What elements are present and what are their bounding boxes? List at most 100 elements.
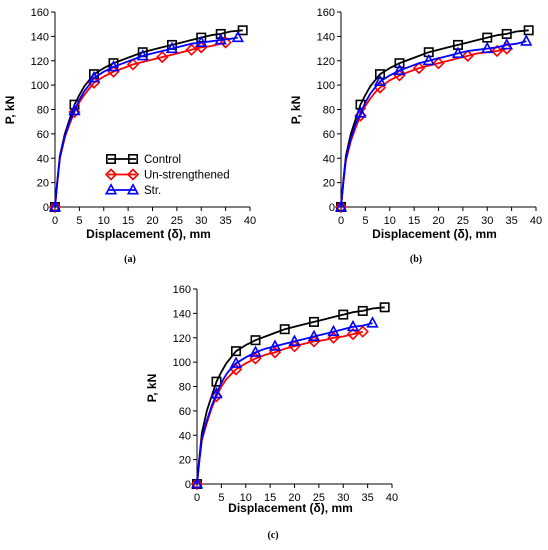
data-point-marker: [500, 38, 513, 50]
data-point-marker: [373, 74, 387, 86]
x-tick-label: 10: [98, 215, 110, 227]
panel-label: (b): [410, 254, 422, 265]
legend-label: Un-strengthened: [144, 170, 230, 182]
legend-label: Str.: [144, 185, 161, 197]
data-point-marker: [190, 477, 204, 491]
data-point-marker: [185, 43, 198, 56]
x-tick-label: 15: [122, 215, 134, 227]
data-point-marker: [231, 30, 244, 43]
series-line: [196, 330, 364, 485]
data-point-marker: [229, 356, 243, 368]
data-point-marker: [393, 63, 406, 75]
y-tick-label: 120: [317, 56, 335, 68]
x-tick-label: 10: [384, 215, 396, 227]
data-point-marker: [334, 200, 348, 214]
series-str-: [334, 34, 533, 212]
y-tick-label: 140: [317, 31, 335, 43]
data-point-marker: [461, 49, 474, 63]
x-tick-label: 20: [288, 492, 300, 504]
data-point-marker: [87, 70, 101, 83]
x-tick-label: 30: [481, 215, 493, 227]
chart-panel-c: 0 20 40 60 80 100 120 140 160 0 5 10 15 20 25 30 35 40 Dis…: [145, 284, 398, 541]
chart-panel-b: 0 20 40 60 80 100 120 140 160 0 5 10 15 20 25 30 35 40 Dis…: [289, 7, 542, 265]
series-line: [340, 40, 527, 208]
y-tick-label: 20: [37, 178, 49, 190]
data-point-marker: [394, 58, 405, 69]
legend-marker: [126, 168, 140, 181]
data-point-marker: [356, 325, 369, 338]
series-line: [340, 47, 508, 208]
x-tick-label: 20: [432, 215, 444, 227]
series-line: [54, 36, 238, 208]
data-point-marker: [490, 44, 504, 58]
x-tick-label: 15: [264, 492, 276, 504]
data-point-marker: [48, 200, 62, 214]
data-point-marker: [379, 302, 390, 313]
legend-marker: [104, 168, 118, 181]
x-tick-label: 25: [457, 215, 469, 227]
data-point-marker: [268, 339, 282, 351]
x-tick-label: 40: [386, 492, 398, 504]
data-point-marker: [334, 200, 348, 212]
data-point-marker: [190, 477, 204, 489]
legend: Control Un-strengthened Str.: [104, 154, 230, 197]
x-tick-label: 0: [338, 215, 344, 227]
x-tick-label: 35: [362, 492, 374, 504]
y-tick-label: 100: [173, 357, 191, 369]
data-point-marker: [211, 376, 222, 387]
data-point-marker: [451, 46, 465, 58]
data-point-marker: [357, 305, 368, 316]
series-control: [335, 25, 534, 213]
legend-label: Control: [144, 154, 181, 166]
x-tick-label: 30: [195, 215, 207, 227]
y-tick-label: 60: [323, 129, 335, 141]
data-point-marker: [346, 327, 360, 341]
data-point-marker: [48, 200, 62, 212]
series-un-strengthened: [190, 325, 369, 491]
data-point-marker: [68, 103, 81, 116]
data-point-marker: [107, 59, 120, 72]
legend-marker: [104, 183, 118, 195]
y-axis-label: P, kN: [3, 96, 17, 124]
data-point-marker: [307, 329, 321, 342]
y-tick-label: 120: [173, 333, 191, 345]
data-point-marker: [156, 50, 169, 64]
y-axis-label: P, kN: [145, 374, 159, 402]
data-point-marker: [288, 334, 301, 346]
series-line: [54, 41, 226, 208]
data-point-marker: [219, 36, 232, 49]
data-point-marker: [346, 319, 360, 332]
data-point-marker: [412, 61, 426, 75]
x-tick-label: 15: [408, 215, 420, 227]
series-line: [340, 29, 529, 208]
panel-label: (a): [124, 254, 136, 265]
x-tick-label: 5: [362, 215, 368, 227]
y-tick-label: 0: [43, 202, 49, 214]
x-tick-label: 0: [194, 492, 200, 504]
y-tick-label: 40: [179, 430, 191, 442]
data-point-marker: [374, 69, 385, 80]
x-tick-label: 25: [313, 492, 325, 504]
data-point-marker: [481, 41, 494, 54]
legend-marker: [126, 183, 140, 195]
x-tick-label: 40: [530, 215, 542, 227]
legend-marker: [128, 154, 139, 165]
y-tick-label: 0: [185, 479, 191, 491]
data-point-marker: [520, 34, 533, 46]
data-point-marker: [366, 316, 379, 328]
y-tick-label: 40: [37, 153, 49, 165]
data-point-marker: [523, 25, 534, 36]
x-tick-label: 10: [240, 492, 252, 504]
data-point-marker: [327, 324, 340, 337]
data-point-marker: [279, 324, 290, 335]
y-tick-label: 0: [329, 202, 335, 214]
y-tick-label: 140: [173, 308, 191, 320]
data-point-marker: [231, 346, 242, 357]
data-point-marker: [338, 309, 349, 320]
y-tick-label: 60: [179, 406, 191, 418]
x-axis-label: Displacement (δ), mm: [86, 227, 211, 241]
series-str-: [190, 316, 379, 489]
x-tick-label: 5: [218, 492, 224, 504]
data-point-marker: [432, 57, 445, 70]
y-tick-label: 100: [31, 80, 49, 92]
